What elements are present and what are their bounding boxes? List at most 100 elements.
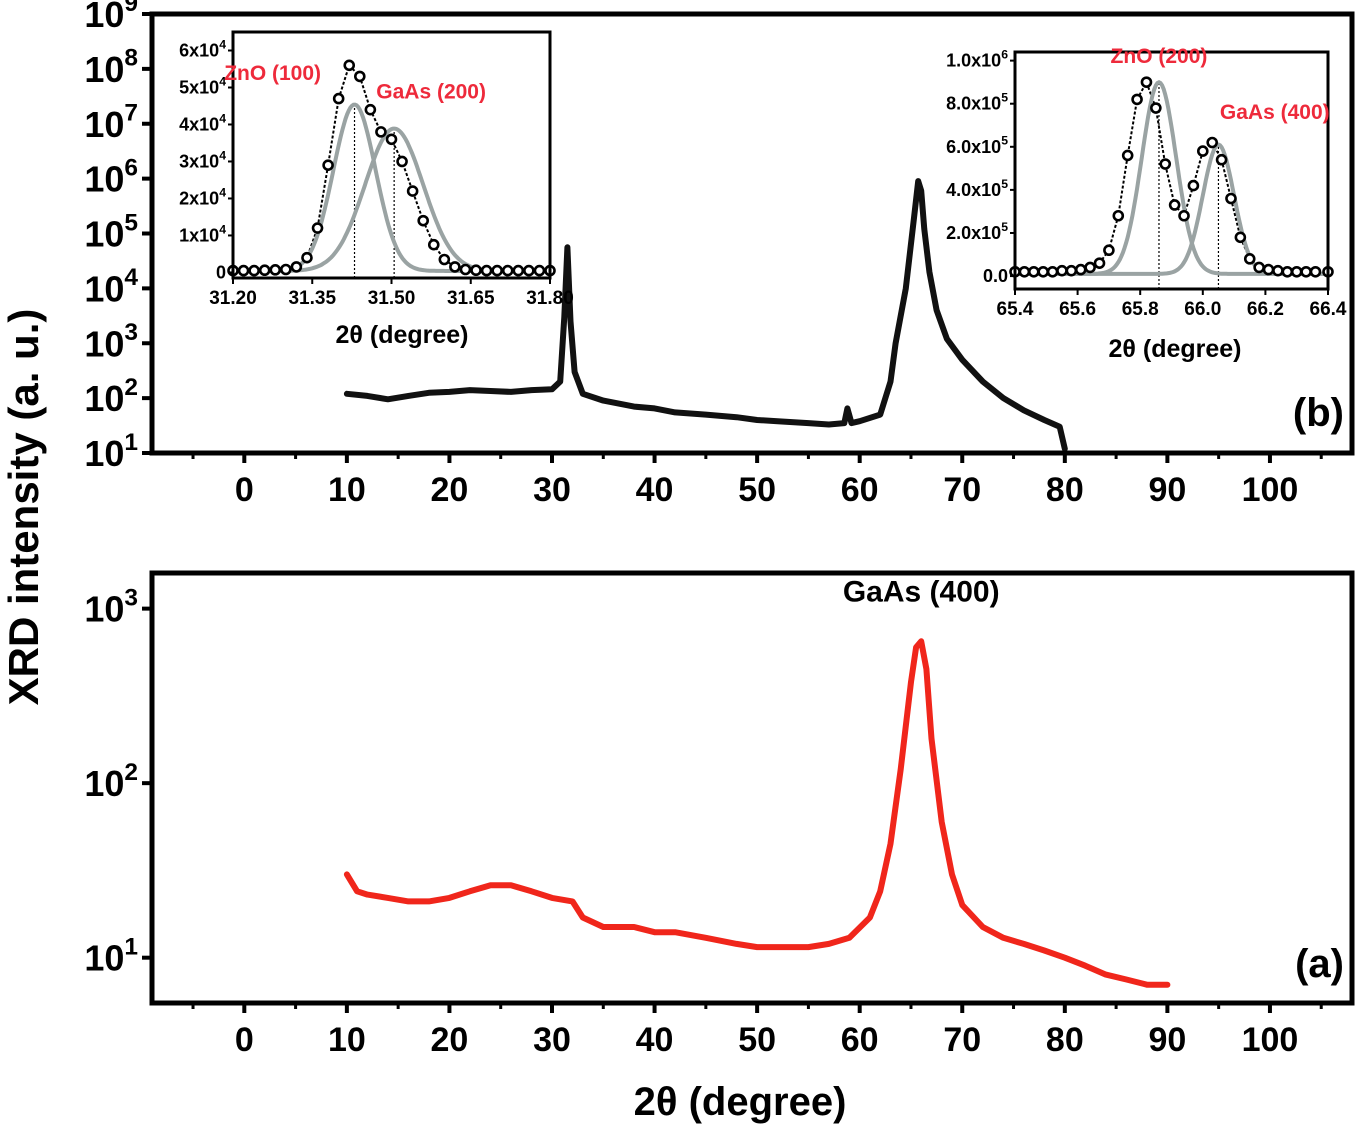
panel-b-xtick-label: 40 [636, 471, 674, 509]
inset-right-data-point [1046, 265, 1059, 278]
inset-right-x-axis-title: 2θ (degree) [1109, 335, 1242, 363]
panel-a-ytick-label-base: 10 [84, 763, 124, 804]
inset-left-data-point [449, 261, 461, 273]
inset-right-background [1015, 52, 1328, 289]
inset-left-data-point [322, 159, 334, 171]
inset-right-ytick-label: 0.0 [983, 266, 1008, 286]
inset-right-data-point [1065, 264, 1078, 277]
panel-a-xtick-label: 50 [738, 1021, 776, 1059]
panel-b-ytick-label-base: 10 [84, 49, 124, 90]
inset-left-data-point [332, 92, 345, 105]
panel-b-ytick-label-base: 10 [84, 104, 124, 145]
panel-b-ytick-label-base: 10 [84, 214, 124, 255]
panel-b-xtick-label: 10 [328, 471, 366, 509]
inset-right-data-point [1121, 149, 1134, 162]
panel-b-xtick-label: 20 [431, 471, 469, 509]
inset-left-data-point [480, 264, 493, 277]
inset-left-ytick-label-base: 2x10 [179, 188, 219, 208]
inset-left-data-point [343, 59, 356, 72]
inset-right-annotation: ZnO (200) [1111, 45, 1208, 68]
inset-right-data-point [1056, 264, 1068, 277]
inset-left-data-point [512, 264, 525, 277]
panel-b-ytick-label-exponent: 7 [124, 100, 138, 127]
inset-right-data-point [1309, 265, 1322, 278]
panel-b-ytick-label-base: 10 [84, 323, 124, 364]
inset-left-ytick-label: 1x104 [179, 222, 226, 245]
inset-right-ytick-label-exponent: 5 [1001, 177, 1008, 191]
panel-b-xtick-label: 90 [1148, 471, 1186, 509]
inset-left-data-point [290, 261, 303, 273]
inset-right-ytick-label-base: 6.0x10 [946, 137, 1001, 157]
inset-right-xtick-label: 66.4 [1310, 299, 1347, 320]
inset-right-data-point [1234, 231, 1247, 244]
panel-b-ytick-label-exponent: 2 [124, 374, 138, 401]
inset-left-ytick-label: 2x104 [179, 185, 226, 208]
panel-b-ytick-label-base: 10 [84, 159, 124, 200]
inset-left-ytick-label-base: 0 [216, 262, 226, 282]
panel-b-chart: 0 10 20 30 40 50 60 70 80 90 100101102103104105106… [84, 0, 1355, 509]
inset-left-data-point [459, 263, 472, 276]
panel-b-ytick-label: 103 [84, 319, 138, 364]
inset-right-ytick-label-exponent: 5 [1001, 91, 1008, 105]
panel-b-xtick-label: 0 [235, 471, 254, 509]
inset-left-data-point [237, 264, 250, 277]
inset-left-data-point [427, 238, 440, 251]
panel-a-panel-label: (a) [1295, 942, 1344, 986]
inset-right-ytick-label: 6.0x105 [946, 134, 1008, 157]
inset-right-annotation: GaAs (400) [1220, 101, 1330, 124]
panel-b-xtick-label: 60 [841, 471, 879, 509]
panel-a-ytick-label: 102 [84, 759, 138, 804]
inset-left-ytick-label: 4x104 [179, 111, 226, 134]
panel-b-ytick-label: 108 [84, 45, 138, 90]
x-axis-title: 2θ (degree) [634, 1080, 847, 1124]
panel-a-xtick-label: 70 [943, 1021, 981, 1059]
inset-left-chart: 31.20 31.35 31.50 31.65 31.80 2θ (degree) 0 1x1… [179, 30, 574, 349]
panel-a-ytick-label-exponent: 1 [124, 933, 138, 960]
panel-a-data-line [343, 638, 1171, 988]
inset-right-data-point [1281, 265, 1294, 278]
inset-right-ytick-label-base: 0.0 [983, 266, 1008, 286]
inset-right-xtick-label: 65.6 [1059, 299, 1096, 320]
panel-a-xtick-label: 40 [636, 1021, 674, 1059]
inset-left-ytick-label-exponent: 4 [219, 185, 226, 199]
inset-right-ytick-label-exponent: 5 [1001, 220, 1008, 234]
inset-right-data-point [1140, 76, 1153, 88]
inset-right-xtick-label: 66.0 [1184, 299, 1221, 320]
inset-left-data-point [501, 264, 514, 277]
panel-a-ytick-label: 103 [84, 584, 138, 629]
inset-left-data-point [353, 70, 366, 83]
panel-b-ytick-label-exponent: 1 [124, 429, 138, 456]
panel-b-ytick-label-base: 10 [84, 378, 124, 419]
inset-right-data-point [1084, 261, 1096, 274]
inset-right-data-point [1027, 265, 1040, 278]
inset-left-data-point [258, 264, 271, 277]
inset-right-data-point [1272, 264, 1284, 277]
panel-a-xtick-label: 0 [235, 1021, 254, 1059]
inset-left-xtick-label: 31.80 [526, 288, 574, 309]
panel-b-ytick-label: 106 [84, 154, 138, 199]
panel-b-xtick-label: 70 [943, 471, 981, 509]
inset-left-xtick-label: 31.65 [447, 288, 495, 309]
panel-b-ytick-label-exponent: 5 [124, 209, 138, 236]
inset-left-ytick-label-base: 6x10 [179, 40, 219, 60]
inset-right-data-point [1093, 257, 1106, 269]
inset-right-xtick-label: 65.8 [1122, 299, 1159, 320]
panel-b-ytick-label: 107 [84, 100, 138, 145]
inset-right-data-point [1290, 265, 1303, 278]
panel-b-ytick-label-exponent: 3 [124, 319, 138, 346]
panel-b-ytick-label-base: 10 [84, 0, 124, 35]
inset-left-data-point [301, 251, 313, 264]
inset-left-ytick-label-base: 5x10 [179, 77, 219, 97]
inset-left-annotation: GaAs (200) [376, 81, 486, 104]
panel-a-xtick-label: 10 [328, 1021, 366, 1059]
inset-left-data-point [269, 264, 282, 276]
inset-left-data-point [406, 185, 419, 197]
inset-right-ytick-label: 2.0x105 [946, 220, 1008, 243]
inset-left-ytick-label-base: 4x10 [179, 114, 219, 134]
inset-left-ytick-label-exponent: 4 [219, 222, 226, 236]
panel-b-xtick-label: 80 [1046, 471, 1084, 509]
inset-right-data-point [1112, 209, 1125, 222]
inset-right-data-point [1262, 263, 1275, 276]
